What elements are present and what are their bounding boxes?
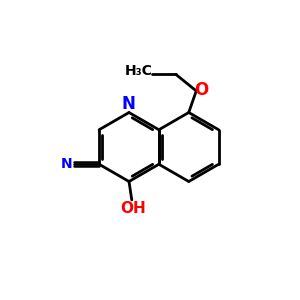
Text: N: N [61, 157, 73, 171]
Text: H₃C: H₃C [124, 64, 152, 78]
Text: OH: OH [120, 201, 146, 216]
Text: N: N [122, 95, 135, 113]
Text: O: O [194, 81, 208, 99]
